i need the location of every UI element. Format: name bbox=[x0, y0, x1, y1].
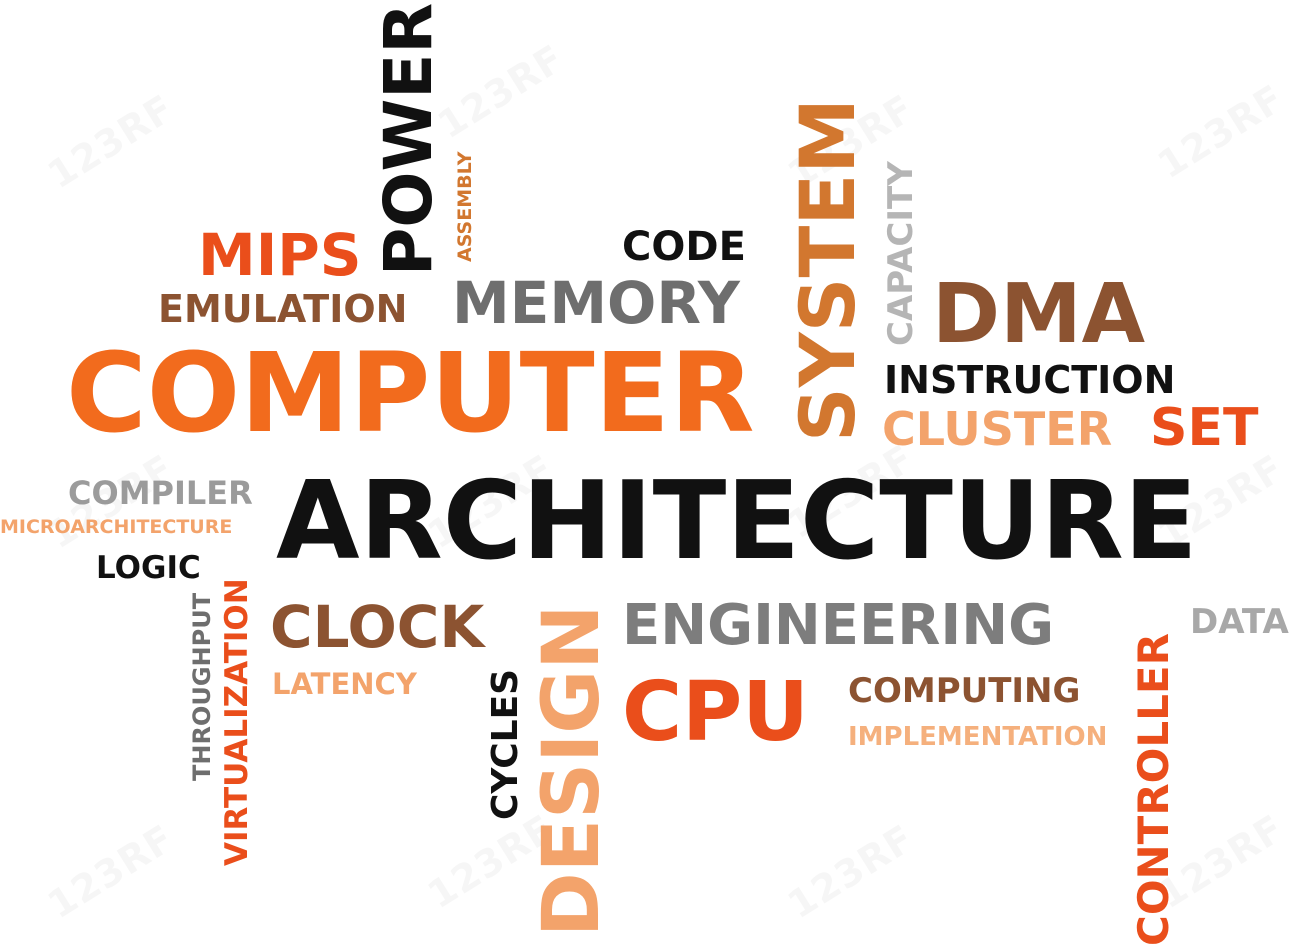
watermark: 123RF bbox=[780, 816, 922, 927]
word-cpu: CPU bbox=[622, 665, 809, 760]
word-clock: CLOCK bbox=[270, 593, 485, 661]
word-data: DATA bbox=[1190, 602, 1289, 642]
watermark: 123RF bbox=[430, 36, 572, 147]
watermark: 123RF bbox=[1150, 76, 1292, 187]
word-system: SYSTEM bbox=[783, 98, 872, 442]
word-computer: COMPUTER bbox=[66, 329, 755, 457]
word-memory: MEMORY bbox=[452, 269, 740, 337]
word-dma: DMA bbox=[932, 267, 1146, 362]
word-cycles: CYCLES bbox=[485, 668, 526, 820]
word-latency: LATENCY bbox=[272, 667, 417, 701]
word-compiler: COMPILER bbox=[68, 474, 253, 512]
word-virtualization: VIRTUALIZATION bbox=[219, 578, 255, 866]
word-computing: COMPUTING bbox=[848, 671, 1081, 711]
word-cluster: CLUSTER bbox=[882, 402, 1113, 456]
word-controller: CONTROLLER bbox=[1129, 633, 1178, 946]
watermark: 123RF bbox=[40, 86, 182, 197]
word-engineering: ENGINEERING bbox=[622, 593, 1055, 658]
word-instruction: INSTRUCTION bbox=[884, 358, 1176, 402]
word-power: POWER bbox=[370, 2, 447, 276]
watermark: 123RF bbox=[40, 816, 182, 927]
word-throughput: THROUGHPUT bbox=[188, 592, 216, 781]
word-assembly: ASSEMBLY bbox=[454, 151, 476, 263]
word-design: DESIGN bbox=[527, 604, 617, 937]
word-set: SET bbox=[1150, 398, 1259, 458]
word-architecture: ARCHITECTURE bbox=[276, 459, 1198, 584]
word-microarchitecture: MICROARCHITECTURE bbox=[0, 516, 233, 538]
word-code: CODE bbox=[622, 224, 746, 270]
word-mips: MIPS bbox=[198, 221, 362, 289]
word-capacity: CAPACITY bbox=[881, 161, 921, 346]
word-implementation: IMPLEMENTATION bbox=[848, 722, 1108, 752]
word-logic: LOGIC bbox=[96, 550, 201, 586]
word-emulation: EMULATION bbox=[158, 287, 408, 331]
